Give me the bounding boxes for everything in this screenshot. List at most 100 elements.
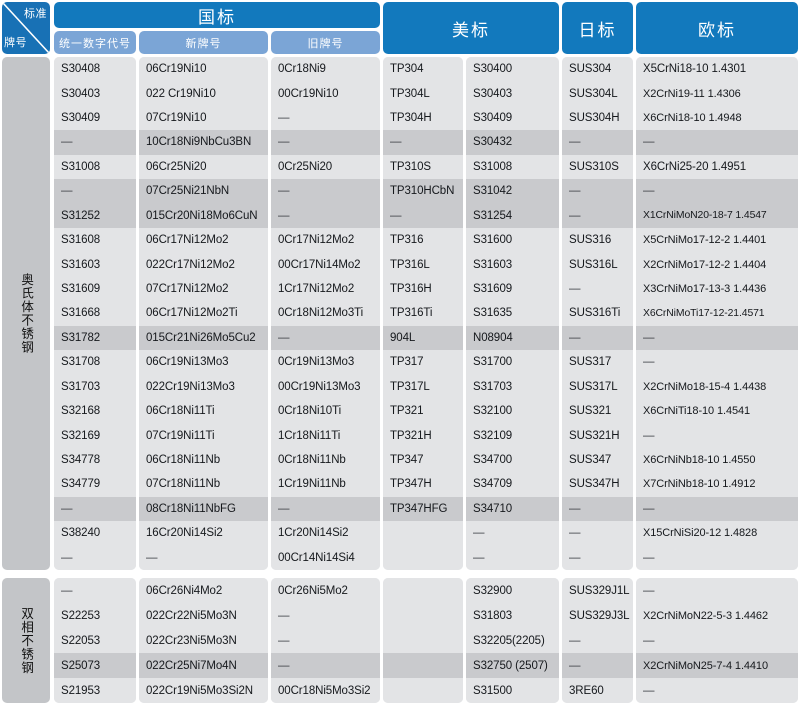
row-group-label-austenitic: 奥氏体不锈钢 — [2, 57, 50, 570]
table-cell: 022Cr17Ni12Mo2 — [139, 252, 268, 277]
table-cell: 0Cr18Ni10Ti — [271, 399, 380, 424]
table-cell: S31600 — [466, 228, 559, 253]
table-cell: 1Cr17Ni12Mo2 — [271, 276, 380, 302]
table-cell: — — [383, 203, 463, 228]
corner-grade-label: 牌号 — [4, 37, 27, 49]
row-group-label-duplex-text: 双相不锈钢 — [19, 606, 34, 675]
group-header-astm-label: 美标 — [452, 20, 490, 40]
table-cell: 022Cr25Ni7Mo4N — [139, 653, 268, 678]
table-cell: 022Cr23Ni5Mo3N — [139, 628, 268, 653]
table-cell: S31635 — [466, 301, 559, 326]
table-cell: 022Cr19Ni13Mo3 — [139, 374, 268, 399]
table-cell: X2CrNiMo17-12-2 1.4404 — [636, 252, 798, 277]
table-cell: S34778 — [54, 447, 136, 473]
table-cell: X2CrNiMoN25-7-4 1.4410 — [636, 653, 798, 678]
table-cell: 3RE60 — [562, 678, 633, 703]
table-cell: — — [271, 653, 380, 678]
table-cell: S34710 — [466, 496, 559, 522]
table-cell: 08Cr18Ni11NbFG — [139, 496, 268, 522]
table-cell: S25073 — [54, 653, 136, 678]
table-cell: S38240 — [54, 521, 136, 546]
table-cell: 07Cr19Ni11Ti — [139, 423, 268, 448]
table-cell: 022 Cr19Ni10 — [139, 81, 268, 106]
table-cell: S32168 — [54, 399, 136, 424]
table-cell: — — [466, 545, 559, 570]
table-cell: 1Cr18Ni11Ti — [271, 423, 380, 448]
table-cell: S21953 — [54, 678, 136, 703]
table-cell: — — [271, 105, 380, 131]
table-cell: 0Cr17Ni12Mo2 — [271, 228, 380, 253]
table-cell: S31252 — [54, 203, 136, 228]
table-cell: 06Cr18Ni11Nb — [139, 447, 268, 473]
table-cell: X1CrNiMoN20-18-7 1.4547 — [636, 203, 798, 228]
table-cell: — — [636, 496, 798, 522]
table-cell: 06Cr17Ni12Mo2 — [139, 228, 268, 253]
table-cell: TP317L — [383, 374, 463, 399]
table-cell: — — [636, 350, 798, 375]
table-cell: 1Cr19Ni11Nb — [271, 472, 380, 497]
table-cell: — — [54, 578, 136, 603]
table-cell: TP304 — [383, 57, 463, 82]
table-cell: 06Cr26Ni4Mo2 — [139, 578, 268, 603]
table-cell: S31609 — [466, 276, 559, 302]
table-cell: TP316Ti — [383, 301, 463, 326]
table-cell — [383, 603, 463, 628]
table-cell: S32109 — [466, 423, 559, 448]
table-cell: TP321 — [383, 399, 463, 424]
group-header-en: 欧标 — [636, 2, 798, 54]
sub-header-gb-old-label: 旧牌号 — [307, 37, 344, 50]
table-cell: S30403 — [54, 81, 136, 106]
table-cell: — — [636, 578, 798, 603]
table-cell: X7CrNiNb18-10 1.4912 — [636, 472, 798, 497]
table-cell: X3CrNiMo17-13-3 1.4436 — [636, 276, 798, 302]
group-header-gb-label: 国标 — [198, 7, 236, 27]
group-header-jis: 日标 — [562, 2, 633, 54]
table-cell: — — [54, 130, 136, 155]
table-cell: X5CrNiMo17-12-2 1.4401 — [636, 228, 798, 253]
table-cell: X6CrNiMoTi17-12-21.4571 — [636, 301, 798, 326]
group-header-jis-label: 日标 — [578, 20, 617, 40]
table-cell: X15CrNiSi20-12 1.4828 — [636, 521, 798, 546]
table-cell: S31703 — [466, 374, 559, 399]
table-cell: S31609 — [54, 276, 136, 302]
corner-standard-label: 标准 — [24, 8, 47, 20]
table-cell: SUS316L — [562, 252, 633, 277]
table-cell: S32100 — [466, 399, 559, 424]
table-cell — [383, 653, 463, 678]
table-cell: S31603 — [54, 252, 136, 277]
table-cell: SUS304H — [562, 105, 633, 131]
table-cell: 06Cr17Ni12Mo2Ti — [139, 301, 268, 326]
table-cell: SUS316 — [562, 228, 633, 253]
data-column-gb-old-duplex: 0Cr26Ni5Mo2— — —00Cr18Ni5Mo3Si2 — [271, 578, 380, 703]
table-cell: — — [636, 179, 798, 204]
table-cell: 0Cr19Ni13Mo3 — [271, 350, 380, 375]
table-cell: SUS317 — [562, 350, 633, 375]
table-cell: 06Cr25Ni20 — [139, 154, 268, 180]
table-cell: SUS321 — [562, 399, 633, 424]
table-cell: S31782 — [54, 325, 136, 351]
table-cell: — — [271, 496, 380, 522]
table-cell: S30400 — [466, 57, 559, 82]
table-cell: 00Cr19Ni10 — [271, 81, 380, 106]
table-cell: 16Cr20Ni14Si2 — [139, 521, 268, 546]
table-cell: X2CrNiMoN22-5-3 1.4462 — [636, 603, 798, 628]
table-cell: 00Cr18Ni5Mo3Si2 — [271, 678, 380, 703]
table-cell: S31608 — [54, 228, 136, 253]
table-cell: — — [54, 545, 136, 570]
table-cell: SUS347H — [562, 472, 633, 497]
table-cell: — — [562, 203, 633, 228]
table-cell: — — [636, 130, 798, 155]
table-cell: 022Cr22Ni5Mo3N — [139, 603, 268, 628]
table-cell: S31500 — [466, 678, 559, 703]
table-cell: S31008 — [54, 154, 136, 180]
table-cell: S31603 — [466, 252, 559, 277]
table-cell: TP347 — [383, 447, 463, 473]
table-cell: — — [636, 545, 798, 570]
table-cell: SUS329J1L — [562, 578, 633, 603]
table-cell: TP310S — [383, 154, 463, 180]
table-cell: X5CrNi18-10 1.4301 — [636, 57, 798, 82]
table-cell: SUS304L — [562, 81, 633, 106]
table-cell: — — [562, 276, 633, 302]
table-cell: — — [271, 603, 380, 628]
